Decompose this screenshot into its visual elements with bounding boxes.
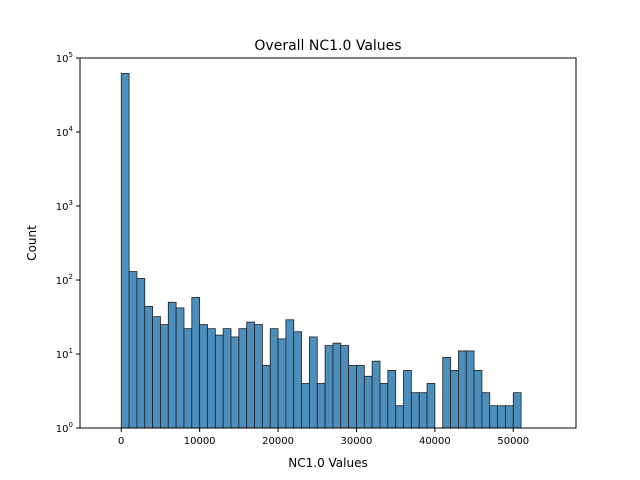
histogram-bar: [199, 324, 208, 429]
x-tick-label: 10000: [184, 436, 216, 447]
x-tick-label: 40000: [419, 436, 451, 447]
histogram-bar: [418, 392, 428, 429]
x-tick-label: 0: [118, 436, 124, 447]
histogram-bar: [167, 301, 177, 429]
histogram-bar: [403, 370, 412, 429]
histogram-bar: [160, 324, 169, 429]
histogram-bar: [222, 328, 232, 429]
histogram-bar: [457, 350, 467, 429]
histogram-bar: [230, 336, 240, 429]
histogram-bar: [191, 297, 201, 429]
histogram-bar: [371, 360, 381, 429]
histogram-bar: [387, 370, 397, 429]
x-tick-label: 50000: [497, 436, 529, 447]
histogram-bar: [356, 365, 365, 429]
y-axis-label: Count: [25, 225, 39, 261]
histogram-bar: [277, 338, 287, 429]
x-tick-label: 20000: [262, 436, 294, 447]
histogram-bar: [481, 392, 491, 429]
histogram-bar: [293, 331, 302, 429]
x-axis-ticks: 0 10000 20000 30000 40000 50000: [118, 428, 529, 447]
histogram-bar: [238, 328, 248, 429]
histogram-bar: [379, 383, 389, 429]
histogram-bar: [332, 342, 342, 429]
histogram-bar: [207, 328, 216, 429]
histogram-bar: [261, 365, 271, 429]
histogram-bar: [442, 356, 451, 429]
histogram-bar: [301, 383, 310, 429]
histogram-bar: [512, 392, 522, 429]
histogram-bar: [324, 345, 334, 429]
histogram-bar: [144, 305, 154, 429]
histogram-bar: [254, 324, 263, 429]
histogram-bar: [246, 321, 255, 429]
histogram-bar: [410, 392, 420, 429]
y-tick-label: 102: [56, 273, 73, 287]
histogram-bar: [120, 72, 130, 429]
y-tick-label: 101: [56, 347, 73, 361]
histogram-bar: [285, 319, 295, 429]
y-tick-label: 104: [56, 125, 74, 139]
histogram-bar: [309, 336, 318, 429]
histogram-bar: [450, 370, 459, 429]
histogram-bar: [152, 316, 161, 429]
chart-title: Overall NC1.0 Values: [254, 38, 401, 54]
histogram-bar: [183, 328, 193, 429]
histogram-bar: [363, 375, 373, 429]
x-tick-label: 30000: [341, 436, 373, 447]
y-tick-label: 105: [56, 51, 73, 65]
y-tick-label: 103: [56, 199, 73, 213]
histogram-bar: [497, 405, 506, 429]
histogram-bar: [489, 405, 498, 429]
histogram-bar: [340, 345, 350, 429]
histogram-bar: [348, 365, 357, 429]
histogram-bar: [128, 271, 138, 429]
axes-frame: [79, 57, 577, 429]
histogram-bar: [214, 334, 224, 429]
histogram-bar: [426, 383, 436, 429]
histogram-bar: [505, 405, 514, 429]
x-axis-label: NC1.0 Values: [288, 456, 367, 470]
y-axis-ticks: 100 101 102 103 104 105: [56, 51, 80, 435]
histogram-bar: [269, 328, 279, 429]
y-tick-label: 100: [56, 421, 73, 435]
histogram-bar: [175, 307, 185, 429]
histogram-bar: [395, 405, 404, 429]
histogram-bar: [316, 383, 326, 429]
histogram-bar: [465, 350, 475, 429]
histogram-bar: [136, 278, 146, 429]
histogram-bar: [473, 370, 483, 429]
